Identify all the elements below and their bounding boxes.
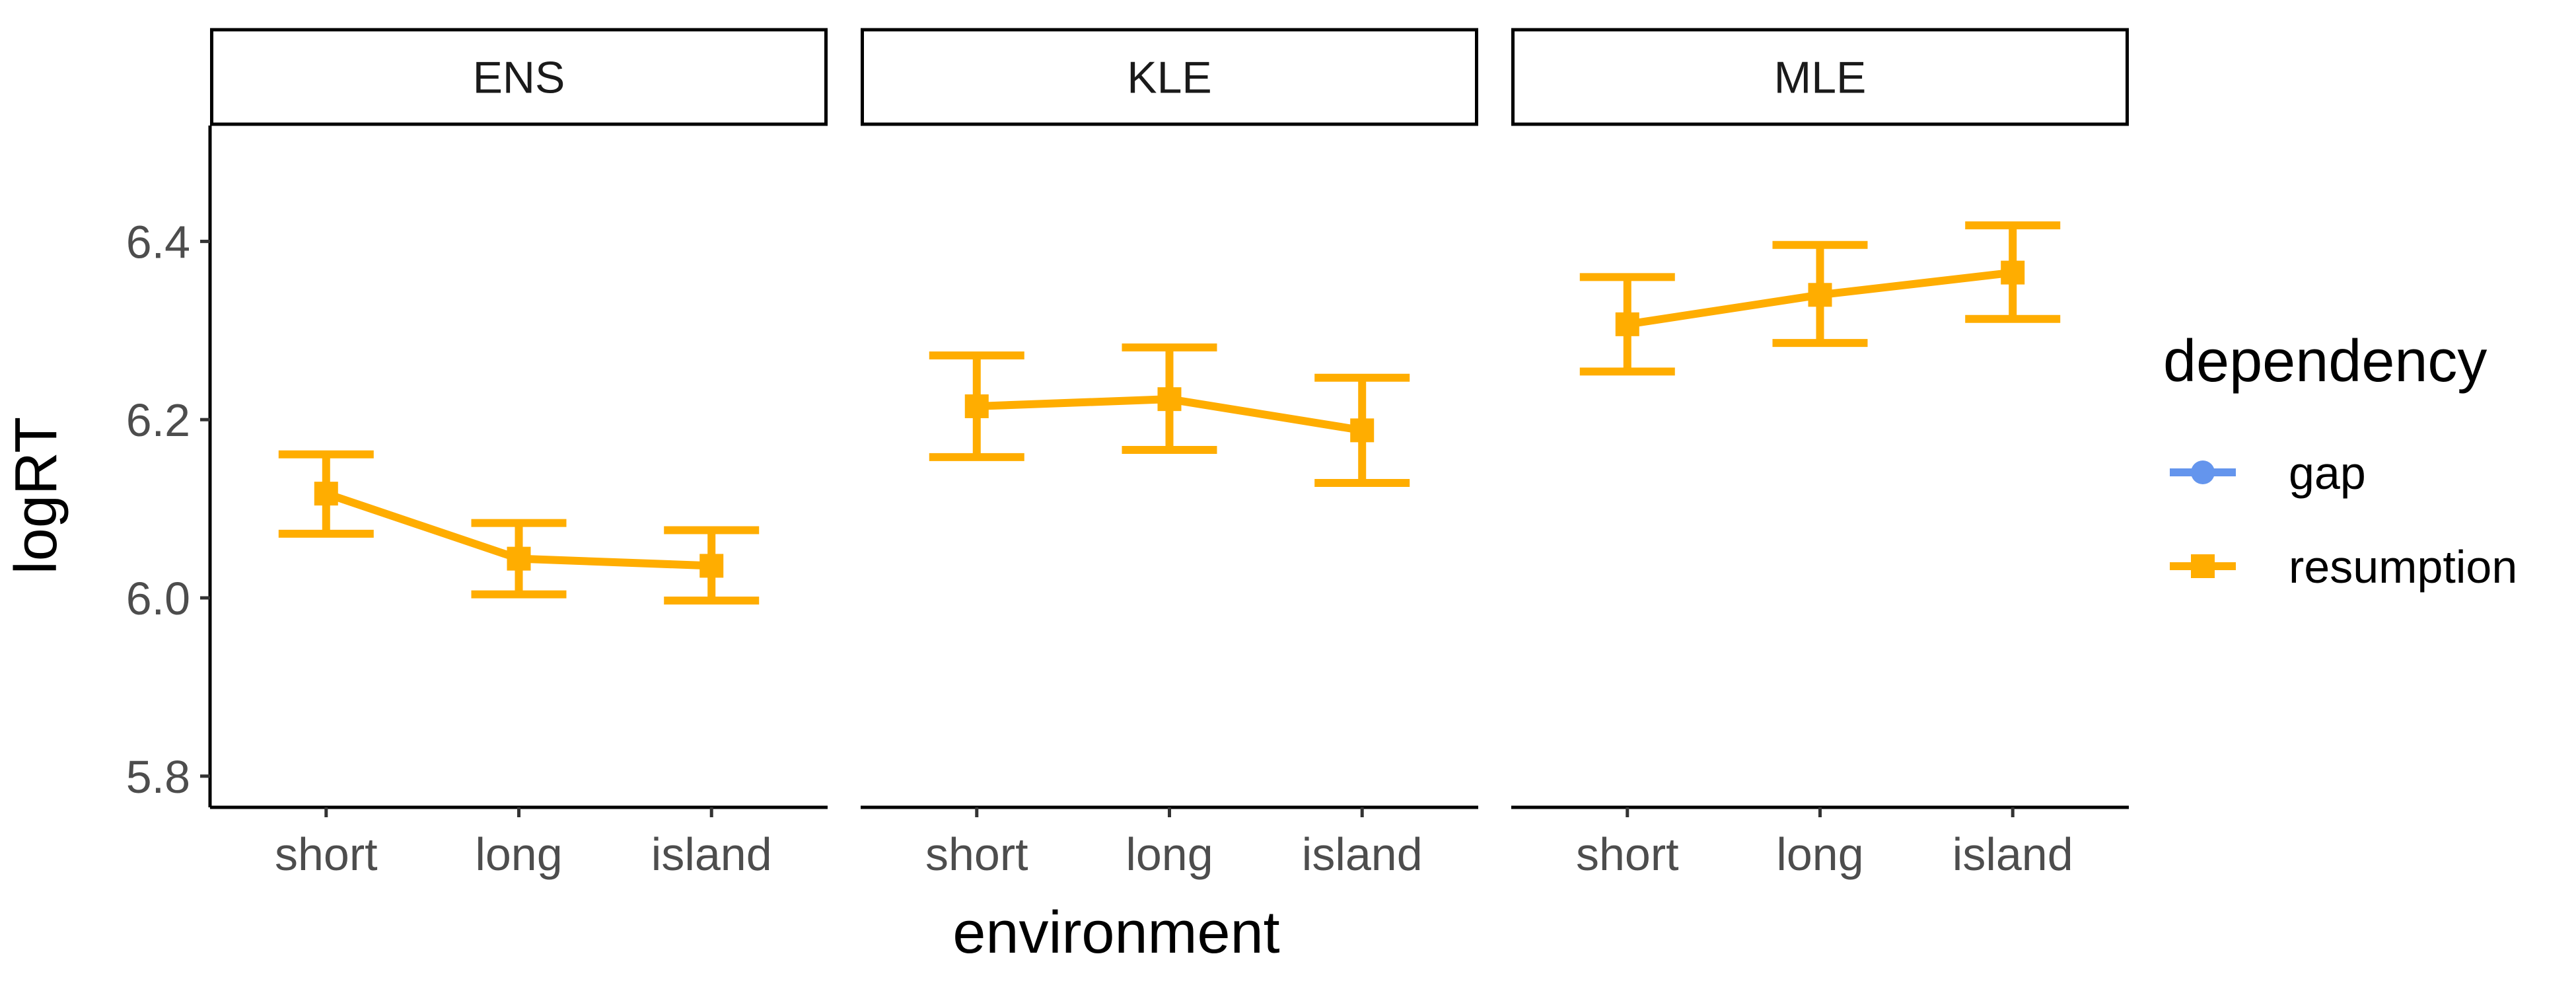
- x-tick-label: short: [925, 828, 1028, 880]
- facet-strip-label: KLE: [1127, 53, 1212, 103]
- x-axis-title: environment: [952, 900, 1279, 966]
- legend-label: gap: [2289, 447, 2366, 499]
- legend-key-circle-marker: [2191, 460, 2215, 484]
- legend-label: resumption: [2289, 541, 2517, 593]
- x-tick-label: island: [1952, 828, 2073, 880]
- series-resumption: [278, 450, 760, 605]
- x-tick-label: long: [1126, 828, 1213, 880]
- legend-item-gap: gap: [2170, 447, 2366, 499]
- legend-item-resumption: resumption: [2170, 541, 2517, 593]
- data-point: [1350, 418, 1375, 443]
- facet-strip: [210, 28, 828, 126]
- x-tick-label: short: [275, 828, 378, 880]
- facet-strip-label: ENS: [473, 53, 565, 103]
- y-tick-label: 6.4: [126, 216, 190, 268]
- x-tick-label: island: [1302, 828, 1423, 880]
- y-tick-label: 5.8: [126, 751, 190, 803]
- series-resumption: [929, 343, 1410, 487]
- series-resumption: [1579, 221, 2061, 376]
- legend-title: dependency: [2163, 328, 2487, 394]
- data-point: [964, 394, 989, 418]
- y-tick-label: 6.2: [126, 394, 190, 446]
- x-tick-label: island: [651, 828, 772, 880]
- facet-strip-label: MLE: [1774, 53, 1867, 103]
- legend-key-square-marker: [2191, 554, 2215, 578]
- data-point: [1157, 387, 1182, 412]
- data-point: [314, 482, 338, 506]
- data-point: [507, 546, 531, 571]
- data-point: [699, 554, 724, 578]
- y-tick-label: 6.0: [126, 573, 190, 624]
- facet-strip: [861, 28, 1478, 126]
- x-tick-label: long: [475, 828, 562, 880]
- facet-panel-ens: ENS short long island: [210, 28, 828, 880]
- y-axis-title: logRT: [3, 417, 69, 574]
- data-point: [2001, 260, 2025, 285]
- x-tick-label: long: [1776, 828, 1863, 880]
- facet-panel-kle: KLE short long island: [861, 28, 1478, 880]
- data-point: [1808, 283, 1832, 307]
- data-point: [1615, 312, 1639, 336]
- y-axis: 5.8 6.0 6.2 6.4: [126, 126, 212, 807]
- legend: dependency gap resumption: [2163, 328, 2517, 593]
- x-tick-label: short: [1576, 828, 1679, 880]
- facet-strip: [1511, 28, 2129, 126]
- facet-panels: ENS short long island KLE short long island MLE s…: [210, 28, 2129, 880]
- facet-panel-mle: MLE short long island: [1511, 28, 2129, 880]
